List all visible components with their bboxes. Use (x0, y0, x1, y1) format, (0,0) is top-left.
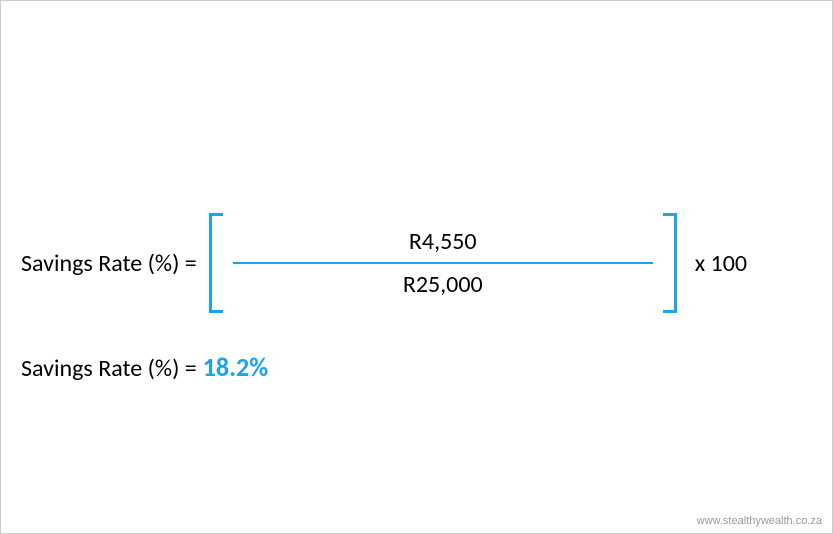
result-row: Savings Rate (%) = 18.2% (21, 351, 268, 383)
formula-equation-row: Savings Rate (%) = R4,550 R25,000 x 100 (21, 213, 747, 313)
multiplier-text: x 100 (695, 249, 747, 278)
formula-label: Savings Rate (%) = (21, 249, 197, 278)
result-label: Savings Rate (%) = (21, 354, 197, 383)
result-value: 18.2% (203, 351, 268, 383)
denominator-value: R25,000 (403, 264, 483, 299)
fraction-container: R4,550 R25,000 (223, 227, 663, 299)
numerator-value: R4,550 (409, 227, 477, 262)
bracket-left-icon (209, 213, 223, 313)
watermark-text: www.stealthywealth.co.za (697, 515, 822, 527)
bracket-right-icon (663, 213, 677, 313)
